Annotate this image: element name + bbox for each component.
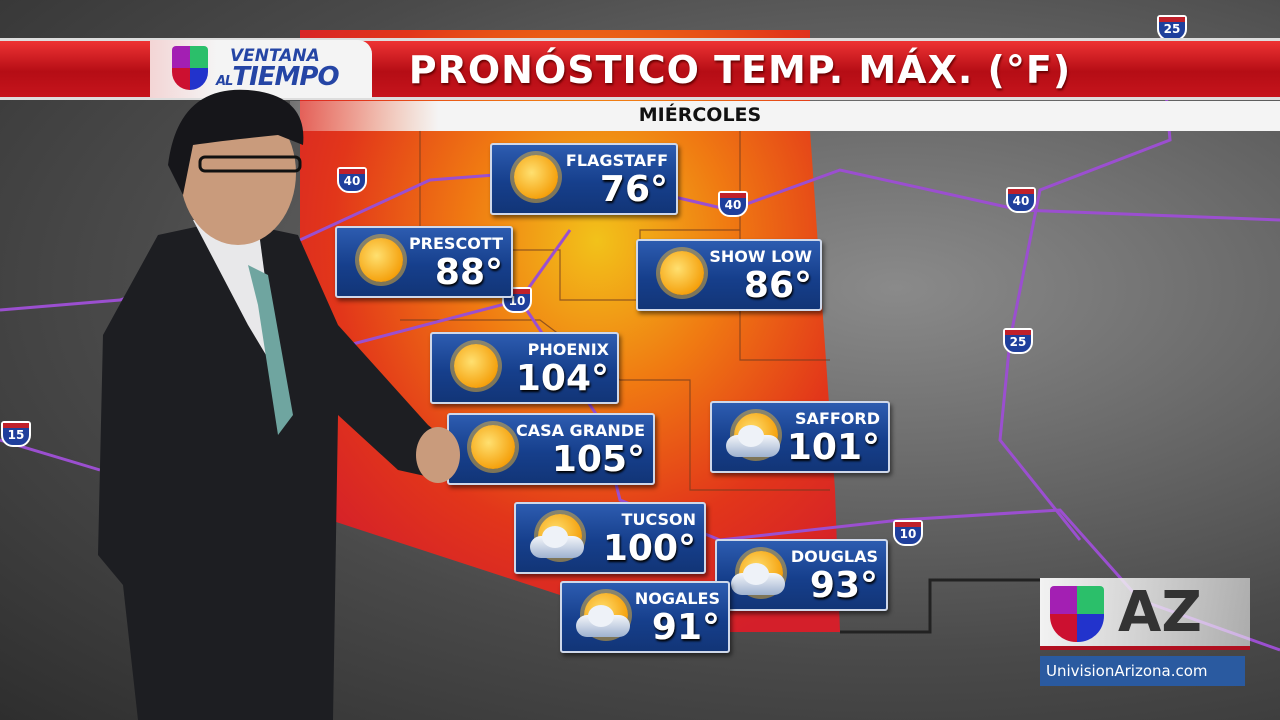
cloud-icon: [726, 425, 780, 457]
forecast-card-casa-grande: CASA GRANDE 105°: [447, 413, 655, 485]
station-url: UnivisionArizona.com: [1040, 656, 1245, 686]
sun-icon: [454, 344, 498, 388]
sun-icon: [660, 251, 704, 295]
temperature: 86°: [743, 265, 812, 306]
interstate-10-shield: 10: [893, 520, 923, 546]
forecast-card-tucson: TUCSON 100°: [514, 502, 706, 574]
forecast-day: MIÉRCOLES: [638, 104, 762, 126]
sun-icon: [359, 238, 403, 282]
logo-text-line1: VENTANA: [230, 46, 320, 66]
univision-arizona-logo: AZ: [1040, 578, 1250, 650]
temperature: 101°: [786, 427, 880, 468]
page-title: PRONÓSTICO TEMP. MÁX. (°F): [408, 48, 1072, 92]
city-name: TUCSON: [621, 510, 696, 529]
univision-logo-icon: [1050, 586, 1104, 642]
city-name: SHOW LOW: [709, 247, 812, 266]
temperature: 76°: [599, 169, 668, 210]
station-logo-text: AZ: [1118, 580, 1202, 645]
interstate-40-shield: 40: [718, 191, 748, 217]
cloud-icon: [576, 605, 630, 637]
temperature: 91°: [651, 607, 720, 648]
city-name: SAFFORD: [795, 409, 880, 428]
logo-text-line2: ALTIEMPO: [216, 62, 340, 92]
temperature: 105°: [551, 439, 645, 480]
interstate-10-shield: 10: [502, 287, 532, 313]
day-bar: [290, 101, 1280, 131]
forecast-card-prescott: PRESCOTT 88°: [335, 226, 513, 298]
interstate-40-shield: 40: [337, 167, 367, 193]
cloud-icon: [731, 563, 785, 595]
temperature: 100°: [602, 528, 696, 569]
temperature: 93°: [809, 565, 878, 606]
interstate-25-shield: 25: [1003, 328, 1033, 354]
city-name: DOUGLAS: [790, 547, 878, 566]
presenter: [98, 89, 460, 720]
cloud-icon: [530, 526, 584, 558]
interstate-15-shield: 15: [1, 421, 31, 447]
forecast-card-flagstaff: FLAGSTAFF 76°: [490, 143, 678, 215]
forecast-card-phoenix: PHOENIX 104°: [430, 332, 619, 404]
sun-icon: [514, 155, 558, 199]
forecast-card-show-low: SHOW LOW 86°: [636, 239, 822, 311]
forecast-card-nogales: NOGALES 91°: [560, 581, 730, 653]
sun-icon: [471, 425, 515, 469]
city-name: PHOENIX: [527, 340, 609, 359]
interstate-40-shield: 40: [1006, 187, 1036, 213]
interstate-25-shield: 25: [1157, 15, 1187, 41]
city-name: PRESCOTT: [408, 234, 503, 253]
temperature: 104°: [515, 358, 609, 399]
city-name: CASA GRANDE: [515, 421, 645, 440]
forecast-card-safford: SAFFORD 101°: [710, 401, 890, 473]
city-name: FLAGSTAFF: [565, 151, 668, 170]
temperature: 88°: [434, 252, 503, 293]
forecast-card-douglas: DOUGLAS 93°: [715, 539, 888, 611]
univision-logo-icon: [172, 46, 208, 90]
ventana-al-tiempo-logo: VENTANA ALTIEMPO: [150, 40, 372, 98]
city-name: NOGALES: [634, 589, 720, 608]
